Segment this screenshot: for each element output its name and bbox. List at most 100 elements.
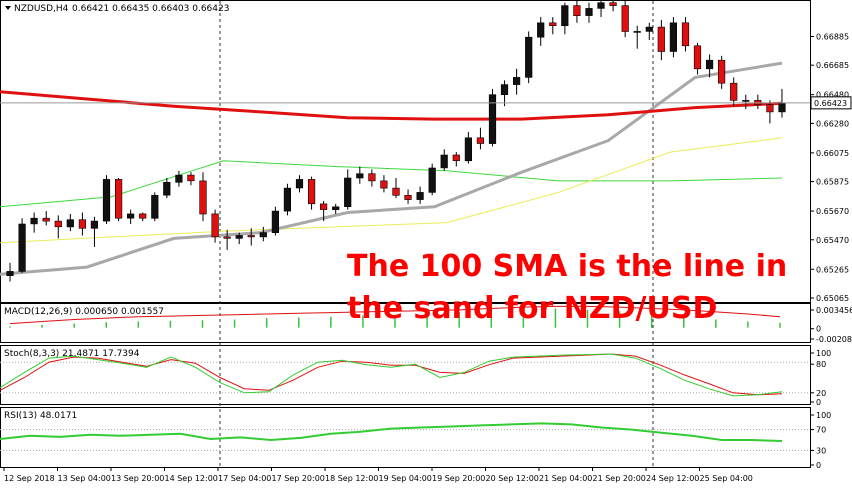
stoch-tick-label: 80: [816, 360, 826, 369]
candle-bear: [247, 235, 255, 238]
time-tick-label: 21 Sep 04:00: [539, 474, 592, 483]
candle-bull: [500, 84, 509, 95]
time-tick-label: 17 Sep 20:00: [272, 474, 325, 483]
candle-bull: [512, 77, 521, 85]
candle-bear: [139, 213, 147, 219]
indicator-level-lines: [0, 361, 810, 451]
macd-tick-label: -0.00208: [816, 335, 852, 344]
candle-bear: [452, 154, 460, 161]
candle-bear: [78, 219, 86, 229]
time-tick-label: 24 Sep 12:00: [646, 474, 699, 483]
candle-bear: [404, 195, 412, 200]
price-tick-label: 0.65065: [816, 294, 849, 303]
candle-bear: [766, 104, 774, 113]
candle-bull: [175, 174, 183, 183]
macd-series: [9, 305, 781, 328]
symbol-label: NZDUSD,H4: [14, 4, 69, 14]
candle-bear: [42, 217, 50, 222]
stoch-series: [0, 353, 783, 397]
candle-bear: [307, 179, 316, 205]
candle-bull: [669, 22, 677, 52]
stoch-main-line: [0, 353, 783, 397]
candle-bull: [90, 220, 98, 229]
rsi-panel-frame: [0, 407, 811, 468]
candle-bull: [585, 8, 593, 16]
candle-bear: [609, 2, 617, 6]
annotation-line-2: the sand for NZD/USD: [347, 291, 717, 326]
candle-bull: [705, 59, 714, 70]
rsi-tick-label: 30: [816, 446, 826, 455]
sma-yellow-line: [0, 137, 783, 244]
rsi-series: [0, 422, 783, 442]
candle-bull: [561, 5, 569, 27]
candle-bull: [235, 235, 243, 239]
time-tick-label: 25 Sep 04:00: [700, 474, 753, 483]
macd-tick-label: 0: [816, 325, 821, 334]
candle-bull: [18, 223, 26, 272]
macd-panel-frame: [0, 303, 811, 343]
rsi-label: RSI(13) 48.0171: [4, 411, 77, 421]
rsi-tick-label: 100: [816, 411, 831, 420]
candle-bull: [127, 213, 135, 219]
moving-averages: [0, 61, 783, 276]
candle-bear: [115, 179, 123, 219]
period-separators: [219, 1, 654, 467]
time-tick-label: 20 Sep 12:00: [486, 474, 539, 483]
candle-bull: [537, 22, 545, 38]
candle-bull: [344, 177, 352, 208]
time-tick-label: 13 Sep 20:00: [111, 474, 164, 483]
candle-bull: [356, 173, 364, 179]
macd-tick-label: 0.003456: [816, 306, 852, 315]
time-tick-label: 19 Sep 04:00: [379, 474, 432, 483]
candle-bull: [271, 210, 280, 234]
price-tick-label: 0.66280: [816, 119, 849, 128]
candle-bear: [223, 236, 231, 239]
panel-frames: [0, 0, 811, 468]
sma-green-line: [0, 160, 783, 208]
candle-bear: [211, 213, 219, 238]
sma-gray-line: [0, 61, 783, 276]
candle-bull: [778, 103, 786, 113]
stoch-tick-label: 100: [816, 349, 831, 358]
candle-bear: [476, 137, 485, 144]
annotation-line-1: The 100 SMA is the line in: [347, 249, 787, 284]
time-axis: 12 Sep 2018 13 Sep 04:00 13 Sep 20:00 14 Se…: [3, 467, 753, 483]
candle-bear: [54, 220, 62, 228]
price-tick-label: 0.66885: [816, 32, 849, 41]
stoch-label: Stoch(8,3,3) 21.4871 17.7394: [4, 349, 140, 359]
macd-signal-line: [9, 305, 781, 325]
time-tick-label: 12 Sep 2018: [4, 474, 55, 483]
candle-bull: [332, 206, 340, 211]
candle-bull: [151, 195, 159, 219]
rsi-line: [0, 422, 783, 442]
candle-bull: [66, 219, 74, 228]
candle-bull: [416, 192, 424, 200]
candle-bull: [525, 36, 533, 78]
stoch-tick-label: 0: [816, 398, 821, 407]
current-price-box: [810, 96, 852, 110]
candle-bull: [102, 179, 111, 222]
candle-bear: [549, 22, 557, 26]
time-tick-label: 17 Sep 04:00: [218, 474, 271, 483]
time-tick-label: 13 Sep 04:00: [58, 474, 111, 483]
candle-bull: [30, 217, 38, 225]
candle-bull: [633, 31, 641, 33]
candle-bull: [440, 154, 448, 169]
price-tick-label: 0.66075: [816, 149, 849, 158]
price-tick-label: 0.65265: [816, 265, 849, 274]
time-tick-label: 18 Sep 12:00: [325, 474, 378, 483]
time-tick-label: 21 Sep 20:00: [593, 474, 646, 483]
ohlc-readout: 0.66421 0.66435 0.66403 0.66423: [72, 4, 229, 14]
rsi-tick-label: 0: [816, 461, 821, 470]
dropdown-triangle-icon[interactable]: [5, 6, 11, 10]
price-axis: 0.66885 0.66685 0.66480 0.66280 0.66075 0.658…: [0, 32, 852, 303]
candle-bull: [295, 179, 304, 189]
candle-bear: [657, 26, 665, 52]
candle-bear: [380, 180, 388, 189]
candle-bull: [645, 26, 653, 32]
candle-bear: [368, 173, 376, 182]
stoch-signal-line: [0, 353, 783, 396]
candle-bull: [283, 187, 292, 212]
price-tick-label: 0.65875: [816, 178, 849, 187]
